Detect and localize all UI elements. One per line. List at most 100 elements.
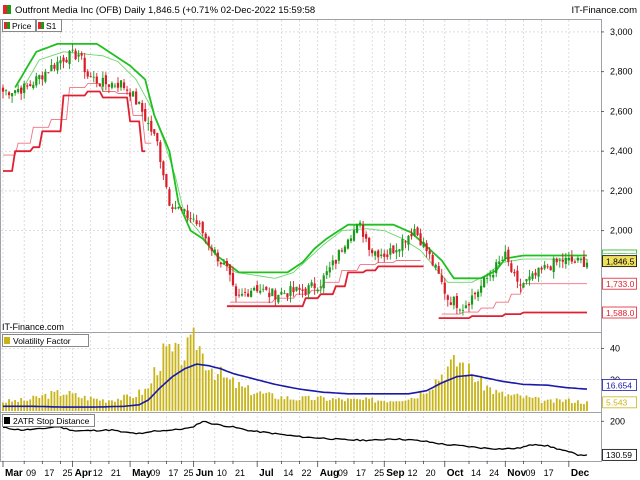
volatility-bar <box>301 396 304 411</box>
stop-line-green-light <box>20 51 587 283</box>
candle-body <box>168 189 171 206</box>
volatility-panel <box>0 332 602 413</box>
candle-body <box>77 54 80 57</box>
volatility-bar <box>108 400 110 411</box>
candle-body <box>147 122 150 124</box>
volatility-bar <box>129 396 131 411</box>
volatility-bar <box>295 400 298 411</box>
volatility-bar <box>259 391 262 411</box>
volatility-bar <box>50 391 53 411</box>
x-tick-label: 14 <box>471 468 481 478</box>
volatility-bar <box>219 366 222 411</box>
x-tick-label: 21 <box>111 468 121 478</box>
volatility-bar <box>20 398 23 411</box>
volatility-bar <box>283 399 286 411</box>
candle-body <box>26 85 29 87</box>
candle-body <box>537 267 540 277</box>
volatility-bar <box>528 397 531 411</box>
candle-body <box>476 291 480 297</box>
volatility-bar <box>344 401 346 411</box>
candle-body <box>470 295 474 305</box>
x-tick-label: Apr <box>75 468 92 479</box>
candle-body <box>280 291 283 295</box>
x-tick-label: 25 <box>374 468 384 478</box>
volatility-bar <box>216 374 219 411</box>
candle-body <box>180 209 183 211</box>
volatility-bar <box>377 400 380 411</box>
volatility-bar <box>271 393 274 411</box>
volatility-bar <box>437 380 440 411</box>
volatility-bar <box>180 365 183 411</box>
candle-body <box>177 207 180 209</box>
candle-body <box>558 259 561 261</box>
x-tick-label: 09 <box>338 468 348 478</box>
volatility-bar <box>546 399 549 411</box>
candle-body <box>331 260 334 266</box>
price-tag-label: 5.543 <box>606 398 628 408</box>
candle-body <box>189 218 192 219</box>
volatility-bar <box>235 387 237 411</box>
candle-body <box>440 275 443 282</box>
volatility-bar <box>573 402 576 411</box>
volatility-bar <box>519 395 522 411</box>
volatility-bar <box>359 399 361 411</box>
x-tick-label: Mar <box>5 468 23 479</box>
volatility-bar <box>65 394 68 411</box>
candle-body <box>159 142 162 162</box>
candle-body <box>579 259 583 261</box>
candle-body <box>540 267 543 270</box>
volatility-bar <box>298 400 301 411</box>
x-tick-label: 17 <box>356 468 366 478</box>
main-legend[interactable]: Price S1 <box>2 19 62 32</box>
candle-body <box>555 258 558 263</box>
volatility-bar <box>507 394 510 411</box>
candle-body <box>65 59 68 63</box>
candle-body <box>431 255 434 266</box>
candle-body <box>534 272 537 276</box>
candle-body <box>389 248 392 255</box>
x-tick-label: Jul <box>259 468 274 479</box>
candle-body <box>186 210 189 219</box>
price-tags: 1,875.01,857.01,846.51,733.01,588.016.65… <box>602 249 637 461</box>
volatility-bar <box>89 396 92 411</box>
volatility-bar <box>126 394 128 411</box>
volatility-bar <box>310 400 313 411</box>
volatility-legend[interactable]: Volatility Factor <box>2 334 89 347</box>
candle-body <box>216 252 219 262</box>
candle-body <box>62 57 65 62</box>
volatility-bar <box>144 388 147 411</box>
candle-body <box>110 83 114 88</box>
candle-body <box>346 239 350 249</box>
volatility-bar <box>86 400 89 411</box>
candle-body <box>59 60 62 64</box>
candle-body <box>395 250 398 253</box>
price-tag-label: 130.59 <box>606 450 632 460</box>
candle-body <box>383 253 386 257</box>
candle-body <box>519 284 522 286</box>
volatility-bar <box>371 397 374 411</box>
volatility-bar <box>443 380 446 411</box>
candle-body <box>68 50 71 65</box>
candle-body <box>510 263 513 272</box>
volatility-bar <box>504 396 507 411</box>
volatility-bar <box>586 401 588 411</box>
x-tick-label: 25 <box>62 468 72 478</box>
candle-body <box>546 266 549 268</box>
candle-body <box>377 250 380 258</box>
volatility-bar <box>256 392 259 411</box>
volatility-bar <box>168 344 171 411</box>
chart-title: Outfront Media Inc (OFB) Daily 1,846.5 (… <box>15 5 315 16</box>
candle-body <box>80 53 83 56</box>
price-tag-label: 1,846.5 <box>606 256 635 266</box>
atr-legend[interactable]: 2ATR Stop Distance <box>2 414 95 427</box>
y-tick-label: 2,000 <box>610 226 633 236</box>
x-tick-label: 17 <box>44 468 54 478</box>
candle-body <box>334 259 337 264</box>
candle-body <box>328 267 331 273</box>
candle-body <box>458 309 462 311</box>
candle-body <box>576 257 580 261</box>
candle-body <box>340 250 344 252</box>
volatility-bar <box>386 402 389 411</box>
watermark-text: IT-Finance.com <box>2 322 64 332</box>
volatility-bar <box>183 360 186 411</box>
